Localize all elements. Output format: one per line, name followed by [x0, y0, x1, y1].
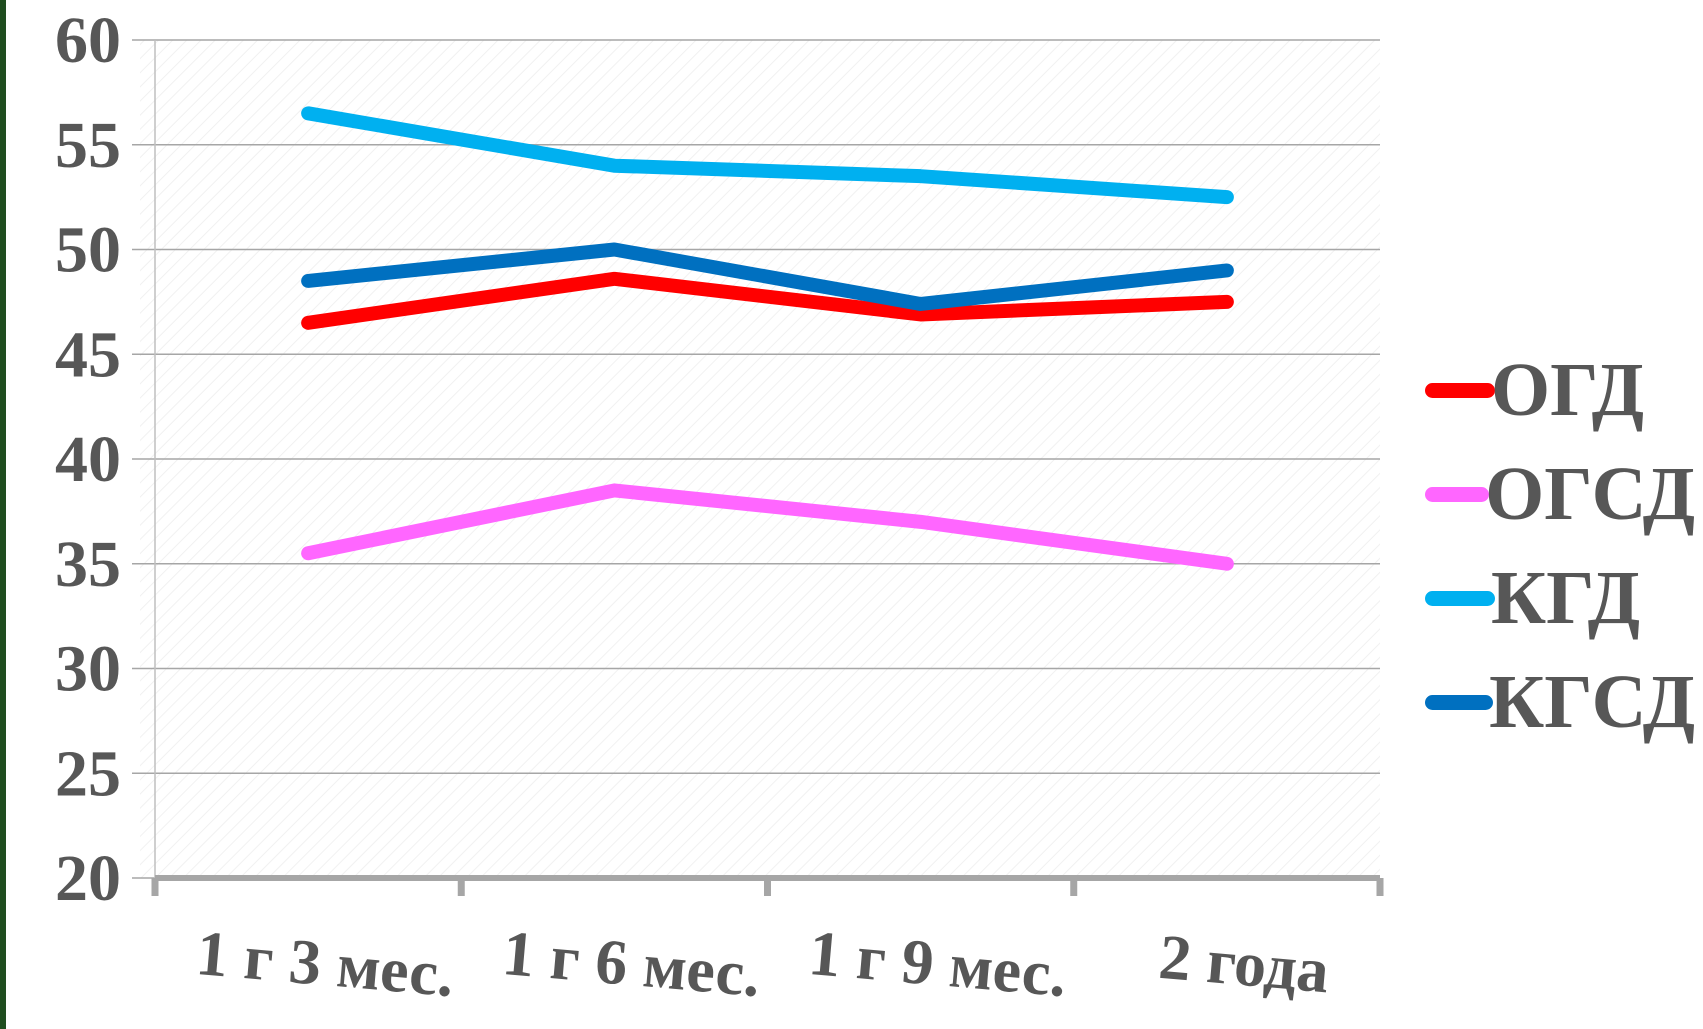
- legend-swatch: [1425, 695, 1493, 710]
- y-tick-label: 25: [55, 737, 121, 810]
- x-tick-label: 2 года: [1156, 921, 1332, 1007]
- legend: ОГД ОГСД КГД КГСД: [1425, 338, 1695, 754]
- legend-item: КГСД: [1425, 650, 1695, 754]
- y-tick-label: 45: [55, 318, 121, 391]
- y-tick-label: 35: [55, 528, 121, 601]
- legend-label: ОГСД: [1485, 456, 1695, 532]
- y-tick-label: 40: [55, 423, 121, 496]
- x-tick-label: 1 г 3 мес.: [194, 917, 457, 1010]
- legend-label: ОГД: [1491, 352, 1644, 428]
- y-tick-label: 60: [55, 4, 121, 77]
- legend-item: КГД: [1425, 546, 1695, 650]
- y-tick-label: 50: [55, 214, 121, 287]
- x-tick-label: 1 г 6 мес.: [500, 917, 763, 1010]
- legend-label: КГСД: [1489, 664, 1695, 740]
- y-tick-label: 55: [55, 109, 121, 182]
- y-tick-label: 20: [55, 842, 121, 915]
- y-tick-label: 30: [55, 633, 121, 706]
- legend-swatch: [1425, 487, 1489, 502]
- legend-swatch: [1425, 591, 1495, 606]
- legend-label: КГД: [1491, 560, 1640, 636]
- legend-swatch: [1425, 383, 1495, 398]
- legend-item: ОГД: [1425, 338, 1695, 442]
- legend-item: ОГСД: [1425, 442, 1695, 546]
- x-tick-label: 1 г 9 мес.: [806, 917, 1069, 1010]
